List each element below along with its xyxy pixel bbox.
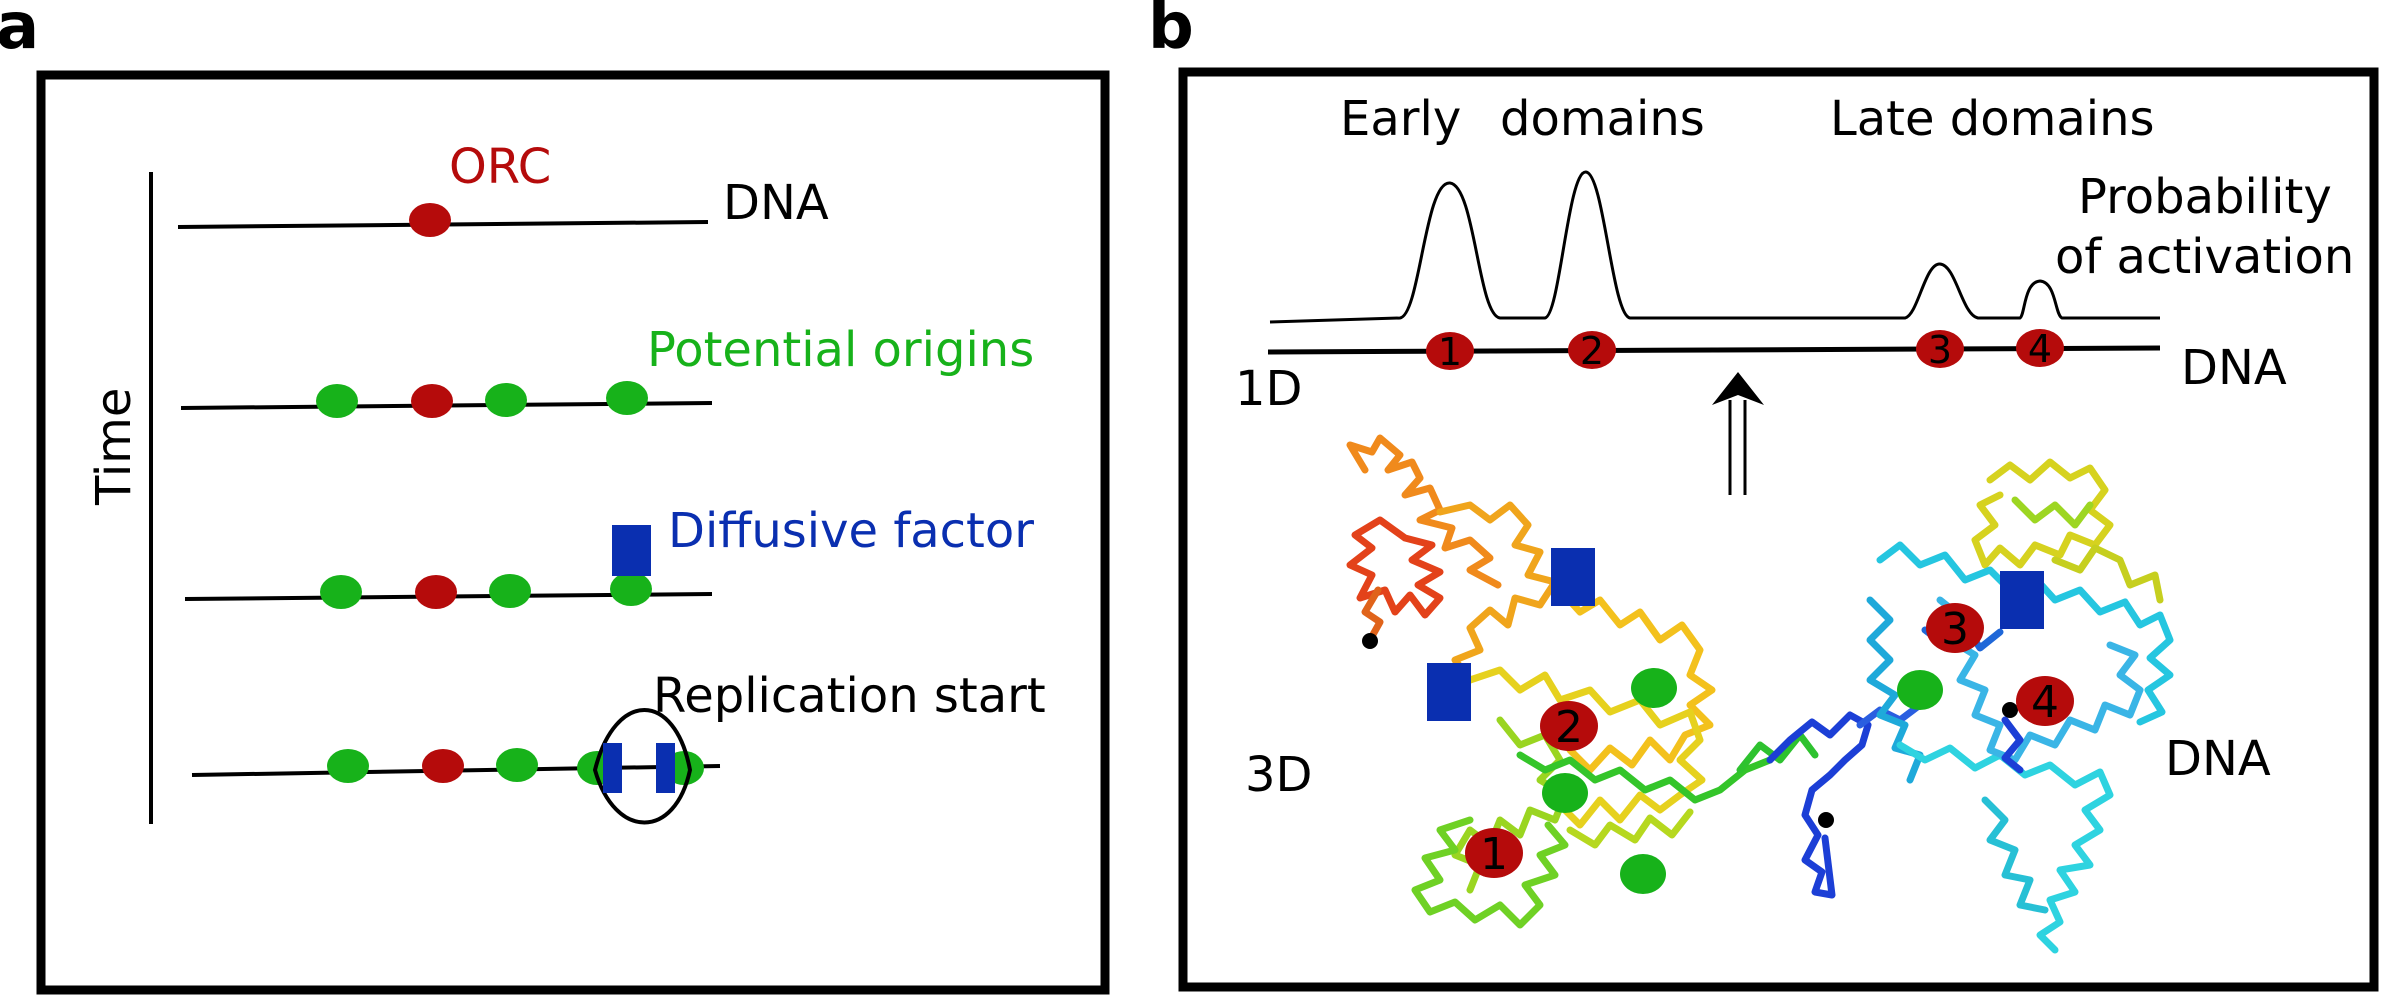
label-3d: 3D: [1245, 747, 1313, 803]
orc-site-1: [409, 203, 451, 237]
origin-1d-3-number: 3: [1928, 328, 1952, 372]
origin-3d-2-number: 2: [1555, 702, 1583, 753]
panel-b: b Early domains Late domains Probability…: [1148, 0, 2379, 992]
diffusive-factor-3d-3: [2000, 571, 2044, 629]
diffusive-factor-3d-1: [1551, 548, 1595, 606]
dna-line-1d: [1267, 345, 2161, 355]
chromatin-3d-left: [1346, 434, 1819, 929]
orc-site-3: [415, 575, 457, 609]
origin-3d-green-3: [1620, 854, 1666, 894]
probability-label-line1: Probability: [2078, 169, 2332, 225]
domains-label: domains: [1500, 91, 1705, 147]
origin-4a: [327, 749, 369, 783]
origin-3b: [489, 574, 531, 608]
chromatin-end-linker: [1818, 812, 1834, 828]
probability-label-line2: of activation: [2055, 229, 2354, 285]
origin-3d-green-2: [1542, 773, 1588, 813]
origin-1d-3: 3: [1916, 328, 1964, 372]
origin-3d-1: 1: [1465, 828, 1523, 880]
origin-4b: [496, 748, 538, 782]
dna-label-3d: DNA: [2165, 731, 2271, 787]
origin-1d-1: 1: [1426, 330, 1474, 374]
origin-2b: [485, 383, 527, 417]
replication-start-label: Replication start: [653, 668, 1046, 724]
potential-origins-label: Potential origins: [647, 322, 1034, 378]
diffusive-factor-a: [612, 525, 651, 576]
origin-1d-2-number: 2: [1580, 329, 1604, 373]
orc-site-4: [422, 749, 464, 783]
origin-3d-3-number: 3: [1941, 604, 1969, 655]
panel-a: a Time ORC DNA Potential origins Diffusi…: [0, 0, 1110, 995]
panel-b-letter: b: [1148, 0, 1194, 64]
origin-3d-1-number: 1: [1480, 829, 1508, 880]
origin-1d-4-number: 4: [2028, 327, 2052, 371]
origin-3d-3: 3: [1926, 603, 1984, 655]
chromatin-end-left: [1362, 633, 1378, 649]
diffusive-factor-label: Diffusive factor: [668, 503, 1034, 559]
origin-1d-4: 4: [2016, 327, 2064, 371]
origin-3d-4: 4: [2016, 676, 2074, 728]
origin-3d-green-4: [1897, 670, 1943, 710]
origin-2a: [316, 384, 358, 418]
replication-bubble: [592, 708, 693, 825]
projection-arrow: [1712, 372, 1764, 495]
panel-a-letter: a: [0, 0, 39, 64]
chromatin-3d-linker: [1766, 701, 1924, 899]
label-1d: 1D: [1235, 361, 1303, 417]
dna-label-1d: DNA: [2181, 340, 2287, 396]
replication-fork-left: [603, 743, 622, 793]
dna-label-a: DNA: [723, 175, 829, 231]
chromatin-end-right: [2002, 702, 2018, 718]
orc-site-2: [411, 384, 453, 418]
diffusive-factor-3d-2: [1427, 663, 1471, 721]
origin-3d-green-1: [1631, 668, 1677, 708]
orc-label: ORC: [449, 139, 551, 195]
chromatin-3d-right: [1866, 458, 2174, 954]
origin-1d-1-number: 1: [1438, 330, 1462, 374]
panel-b-frame: [1178, 67, 2379, 992]
origin-1d-2: 2: [1568, 329, 1616, 373]
origin-3a: [320, 575, 362, 609]
panel-a-frame: [36, 70, 1110, 995]
origin-3d-2: 2: [1540, 701, 1598, 753]
origin-2c: [606, 381, 648, 415]
replication-fork-right: [656, 743, 675, 793]
origin-3d-4-number: 4: [2031, 677, 2059, 728]
activation-probability-curve: [1269, 170, 2160, 324]
late-domains-label: Late domains: [1830, 91, 2155, 147]
time-label: Time: [86, 388, 142, 506]
early-label: Early: [1340, 91, 1461, 147]
origin-3c: [610, 572, 652, 606]
